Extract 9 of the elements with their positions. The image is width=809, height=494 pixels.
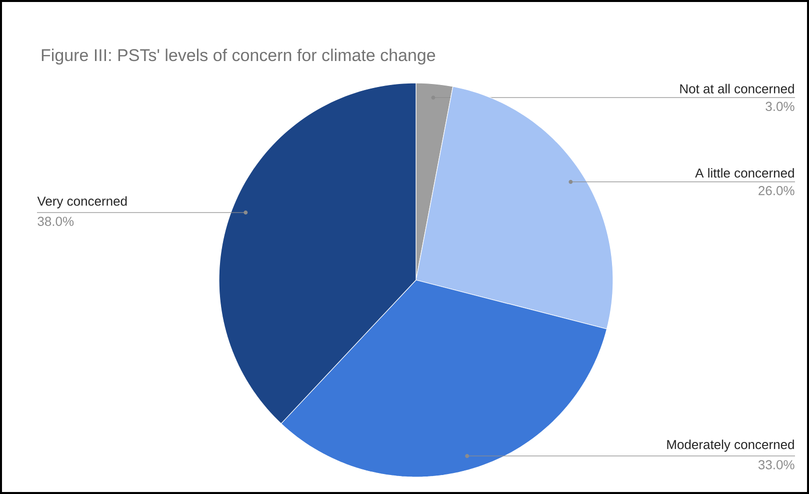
chart-title: Figure III: PSTs' levels of concern for climate change xyxy=(42,48,436,65)
data-label: 3.0% xyxy=(766,102,794,111)
slice-label: Very concerned xyxy=(37,196,127,208)
slice-label: A little concerned xyxy=(695,168,794,178)
data-label: 33.0% xyxy=(758,460,794,470)
data-label: 26.0% xyxy=(758,186,794,196)
data-label: 38.0% xyxy=(38,216,74,226)
slice-label: Not at all concerned xyxy=(680,84,794,94)
slice-label: Moderately concerned xyxy=(667,440,794,452)
